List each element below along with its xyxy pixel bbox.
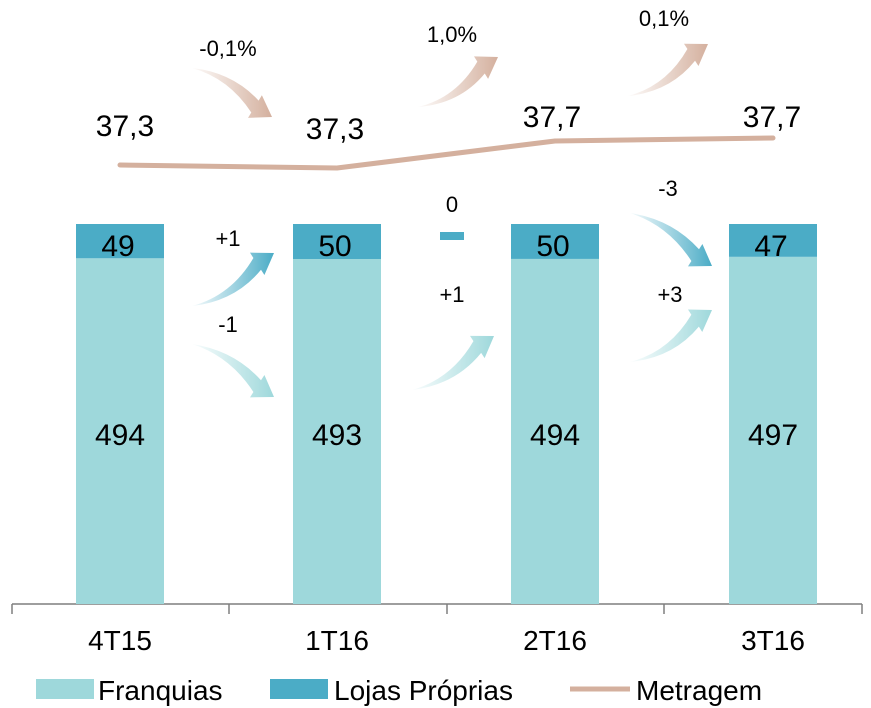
zero-change-marker — [440, 232, 464, 240]
bar-label-franquias: 494 — [530, 419, 580, 452]
lojas-change-label: 0 — [446, 192, 458, 217]
metragem-value-label: 37,3 — [96, 110, 154, 143]
change-labels: -0,1% 1,0% 0,1% +1 0 -3 -1 +1 +3 — [199, 6, 689, 337]
bar-lojas-proprias — [511, 224, 599, 259]
bar-franquias — [293, 258, 381, 604]
bar-franquias — [76, 258, 164, 604]
category-label: 3T16 — [741, 625, 805, 656]
change-arrow — [192, 68, 272, 118]
metragem-value-label: 37,7 — [523, 101, 581, 134]
bars — [76, 224, 817, 604]
legend: Franquias Lojas Próprias Metragem — [36, 675, 762, 706]
change-arrow — [630, 213, 712, 267]
bar-label-franquias: 493 — [312, 419, 362, 452]
category-label: 1T16 — [305, 625, 369, 656]
bar-franquias — [511, 258, 599, 604]
bar-lojas-proprias — [729, 224, 817, 257]
bar-label-lojas-proprias: 50 — [318, 230, 351, 263]
bar-label-franquias: 494 — [95, 419, 145, 452]
legend-swatch-lojas-proprias — [270, 679, 328, 699]
metragem-value-labels: 37,3 37,3 37,7 37,7 — [96, 101, 801, 146]
lojas-change-label: +1 — [215, 226, 240, 251]
change-arrow — [628, 43, 708, 96]
x-axis-ticks — [11, 604, 863, 614]
legend-swatch-franquias — [36, 679, 94, 699]
bar-franquias — [729, 256, 817, 604]
metragem-change-label: -0,1% — [199, 36, 256, 61]
change-arrow — [418, 56, 498, 107]
bar-labels: 494 49 493 50 494 50 497 47 — [95, 230, 798, 452]
category-labels: 4T15 1T16 2T16 3T16 — [88, 625, 805, 656]
lojas-change-label: -3 — [658, 176, 678, 201]
metragem-change-label: 0,1% — [639, 6, 689, 31]
change-arrow — [192, 344, 274, 398]
legend-label-metragem: Metragem — [636, 675, 762, 706]
franquias-change-label: -1 — [218, 312, 238, 337]
bar-label-lojas-proprias: 47 — [754, 230, 787, 263]
legend-label-lojas-proprias: Lojas Próprias — [334, 675, 513, 706]
metragem-value-label: 37,7 — [743, 101, 801, 134]
legend-label-franquias: Franquias — [98, 675, 223, 706]
change-arrow — [630, 309, 712, 362]
category-label: 2T16 — [523, 625, 587, 656]
change-arrow — [412, 335, 494, 390]
bar-label-lojas-proprias: 49 — [101, 230, 134, 263]
franquias-change-label: +3 — [657, 282, 682, 307]
bar-label-franquias: 497 — [748, 419, 798, 452]
category-label: 4T15 — [88, 625, 152, 656]
bar-label-lojas-proprias: 50 — [536, 230, 569, 263]
bar-lojas-proprias — [76, 224, 164, 259]
metragem-change-label: 1,0% — [427, 22, 477, 47]
bar-lojas-proprias — [293, 224, 381, 259]
metragem-value-label: 37,3 — [306, 113, 364, 146]
franquias-change-label: +1 — [439, 282, 464, 307]
change-arrows — [192, 43, 712, 398]
metragem-line — [117, 135, 776, 171]
change-arrow — [192, 252, 274, 306]
